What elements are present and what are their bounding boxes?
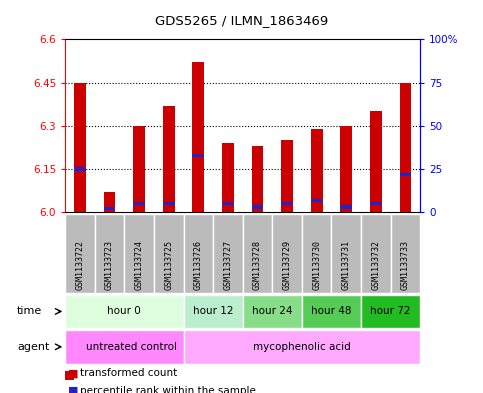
Text: GSM1133723: GSM1133723 [105, 240, 114, 290]
Bar [281, 140, 293, 212]
Bar [281, 202, 293, 205]
Bar [222, 143, 234, 212]
Text: agent: agent [17, 342, 49, 352]
Bar [104, 192, 115, 212]
Bar [154, 214, 184, 293]
Text: hour 72: hour 72 [370, 307, 411, 316]
Bar [252, 146, 263, 212]
Bar [399, 173, 412, 176]
Bar [341, 206, 352, 209]
Text: GSM1133733: GSM1133733 [401, 240, 410, 290]
Bar [192, 154, 204, 157]
Bar [192, 62, 204, 212]
Text: GSM1133732: GSM1133732 [371, 240, 380, 290]
Text: ■: ■ [68, 368, 78, 378]
Bar [163, 202, 175, 205]
Text: hour 48: hour 48 [311, 307, 352, 316]
Text: GSM1133722: GSM1133722 [75, 240, 85, 290]
Bar [311, 198, 323, 202]
Bar [163, 106, 175, 212]
Text: transformed count: transformed count [80, 368, 177, 378]
Text: GDS5265 / ILMN_1863469: GDS5265 / ILMN_1863469 [155, 14, 328, 27]
Bar [370, 111, 382, 212]
Bar [133, 126, 145, 212]
Text: hour 12: hour 12 [193, 307, 233, 316]
Bar [361, 214, 391, 293]
Text: percentile rank within the sample: percentile rank within the sample [80, 386, 256, 393]
Text: GSM1133725: GSM1133725 [164, 240, 173, 290]
Text: GSM1133724: GSM1133724 [135, 240, 143, 290]
Bar [74, 83, 86, 212]
Bar [272, 214, 302, 293]
Text: hour 0: hour 0 [108, 307, 141, 316]
Bar [311, 129, 323, 212]
Bar [370, 202, 382, 205]
Bar [65, 214, 95, 293]
Text: GSM1133728: GSM1133728 [253, 240, 262, 290]
Text: GSM1133730: GSM1133730 [312, 240, 321, 290]
Text: ■: ■ [68, 386, 78, 393]
Bar [65, 295, 184, 328]
Bar [222, 202, 234, 205]
Bar [331, 214, 361, 293]
Bar [74, 167, 86, 171]
Bar [133, 202, 145, 205]
Text: mycophenolic acid: mycophenolic acid [253, 342, 351, 352]
Bar [104, 207, 115, 210]
Text: untreated control: untreated control [86, 342, 177, 352]
Bar [399, 83, 412, 212]
Bar [95, 214, 125, 293]
Bar [213, 214, 242, 293]
Bar [184, 214, 213, 293]
Text: GSM1133729: GSM1133729 [283, 240, 292, 290]
Bar [302, 214, 331, 293]
Bar [125, 214, 154, 293]
Bar [184, 330, 420, 364]
Bar [242, 295, 302, 328]
Bar [361, 295, 420, 328]
Bar [184, 295, 242, 328]
Bar [242, 214, 272, 293]
Text: GSM1133726: GSM1133726 [194, 240, 203, 290]
Text: GSM1133727: GSM1133727 [224, 240, 232, 290]
Bar [302, 295, 361, 328]
Bar [341, 126, 352, 212]
Bar [65, 330, 184, 364]
Text: GSM1133731: GSM1133731 [342, 240, 351, 290]
Text: hour 24: hour 24 [252, 307, 293, 316]
Bar [252, 206, 263, 209]
Text: time: time [17, 307, 42, 316]
Bar [65, 371, 74, 380]
Bar [391, 214, 420, 293]
